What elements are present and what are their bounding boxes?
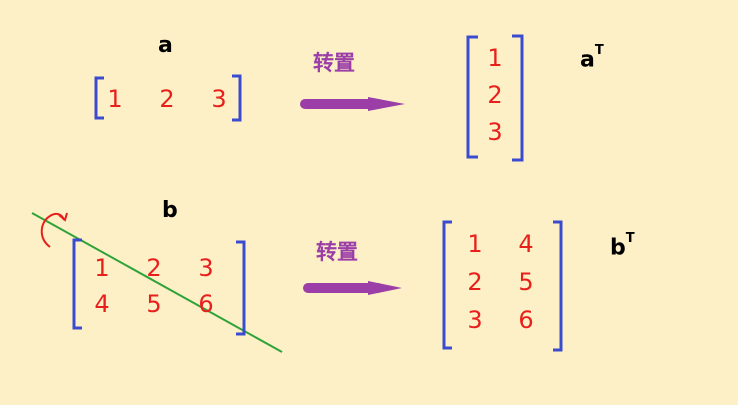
matrix-a-left-bracket bbox=[94, 76, 104, 120]
matrix-b-cell: 5 bbox=[146, 290, 162, 318]
main-diagonal-line bbox=[31, 212, 283, 353]
matrix-a-cell: 3 bbox=[211, 85, 227, 113]
matrix-bt-cell: 4 bbox=[518, 230, 534, 258]
matrix-a-cell: 1 bbox=[107, 85, 123, 113]
matrix-at-cell: 3 bbox=[487, 118, 503, 146]
matrix-a-right-bracket bbox=[232, 74, 242, 122]
rotation-arrowhead-icon bbox=[58, 212, 68, 222]
matrix-bt-cell: 2 bbox=[467, 268, 483, 296]
transpose-arrow-top-head bbox=[368, 97, 405, 111]
matrix-a-cell: 2 bbox=[159, 85, 175, 113]
transpose-arrow-bottom-head bbox=[368, 281, 402, 295]
matrix-a-label: a bbox=[158, 33, 173, 58]
matrix-b-left-bracket bbox=[72, 238, 82, 330]
matrix-at-right-bracket bbox=[512, 34, 524, 162]
matrix-at-cell: 2 bbox=[487, 81, 503, 109]
matrix-b-cell: 6 bbox=[198, 290, 214, 318]
transpose-superscript: T bbox=[594, 43, 604, 58]
matrix-bt-left-bracket bbox=[442, 220, 452, 350]
matrix-at-left-bracket bbox=[466, 35, 478, 159]
transpose-caption-top: 转置 bbox=[313, 51, 355, 75]
matrix-at-cell: 1 bbox=[487, 44, 503, 72]
matrix-bt-cell: 6 bbox=[518, 306, 534, 334]
matrix-b-right-bracket bbox=[236, 240, 246, 336]
matrix-bt-right-bracket bbox=[553, 220, 563, 352]
matrix-b-cell: 4 bbox=[94, 290, 110, 318]
matrix-at-label: aT bbox=[580, 43, 604, 73]
transpose-caption-bottom: 转置 bbox=[316, 240, 358, 264]
matrix-b-cell: 3 bbox=[198, 254, 214, 282]
matrix-bt-label: bT bbox=[610, 231, 635, 261]
matrix-bt-cell: 5 bbox=[518, 268, 534, 296]
matrix-b-cell: 1 bbox=[94, 254, 110, 282]
matrix-b-cell: 2 bbox=[146, 254, 162, 282]
rotation-curve-icon bbox=[40, 212, 65, 248]
transpose-superscript: T bbox=[625, 231, 635, 246]
matrix-bt-cell: 1 bbox=[467, 230, 483, 258]
matrix-bt-cell: 3 bbox=[467, 306, 483, 334]
matrix-b-label: b bbox=[162, 198, 178, 223]
